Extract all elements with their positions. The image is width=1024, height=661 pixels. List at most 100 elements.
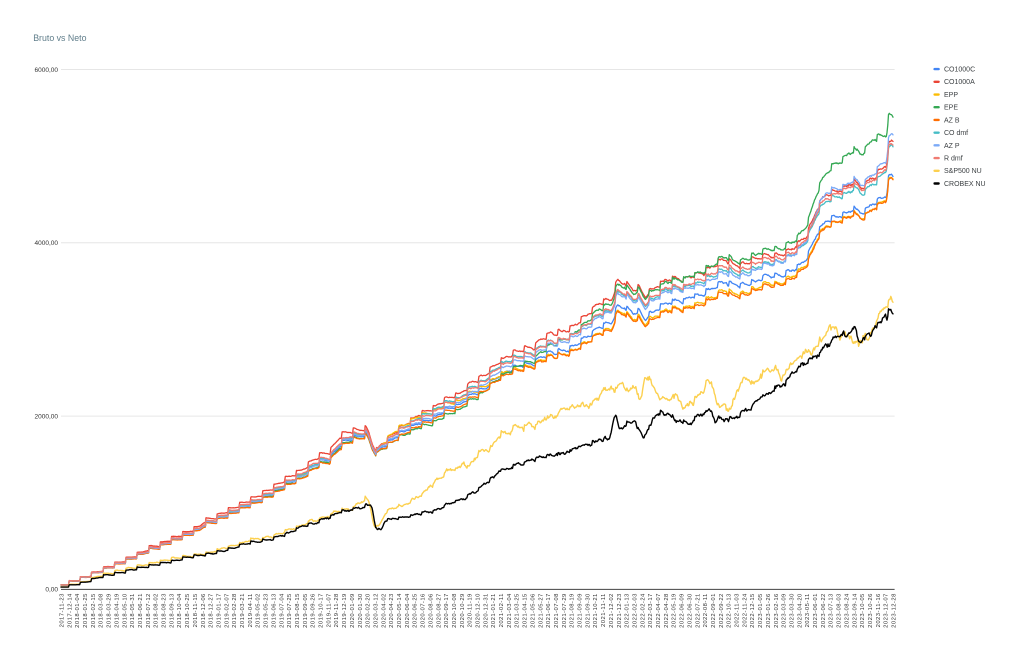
- svg-text:2019-10-17: 2019-10-17: [319, 593, 325, 628]
- svg-text:2023-08-03: 2023-08-03: [837, 593, 843, 628]
- svg-text:2023-10-26: 2023-10-26: [868, 593, 874, 628]
- svg-text:2023-09-14: 2023-09-14: [852, 593, 858, 628]
- svg-text:2018-10-04: 2018-10-04: [177, 593, 183, 628]
- svg-text:2023-01-26: 2023-01-26: [766, 593, 772, 628]
- svg-text:2018-03-29: 2018-03-29: [107, 593, 113, 628]
- svg-text:2019-07-04: 2019-07-04: [279, 593, 285, 628]
- svg-text:CO1000C: CO1000C: [944, 67, 975, 74]
- svg-text:2020-03-12: 2020-03-12: [374, 593, 380, 628]
- svg-text:2022-04-07: 2022-04-07: [656, 593, 662, 628]
- svg-text:2020-04-02: 2020-04-02: [381, 593, 387, 628]
- svg-text:2018-11-15: 2018-11-15: [193, 593, 199, 627]
- svg-text:2020-10-29: 2020-10-29: [460, 593, 466, 628]
- svg-text:2018-03-08: 2018-03-08: [99, 593, 105, 628]
- svg-text:2018-04-19: 2018-04-19: [114, 593, 120, 628]
- svg-text:2018-08-23: 2018-08-23: [162, 593, 168, 628]
- svg-text:2023-07-13: 2023-07-13: [829, 593, 835, 628]
- svg-text:2020-01-09: 2020-01-09: [350, 593, 356, 628]
- svg-text:2023-12-28: 2023-12-28: [892, 593, 898, 628]
- svg-text:2022-11-24: 2022-11-24: [742, 593, 748, 627]
- svg-text:2023-03-30: 2023-03-30: [790, 593, 796, 628]
- svg-text:2023-12-07: 2023-12-07: [884, 593, 890, 628]
- svg-text:2021-09-30: 2021-09-30: [585, 593, 591, 628]
- svg-text:2020-04-23: 2020-04-23: [389, 593, 395, 628]
- svg-text:2023-03-09: 2023-03-09: [782, 593, 788, 628]
- svg-text:CO1000A: CO1000A: [944, 79, 975, 86]
- svg-text:AZ P: AZ P: [944, 143, 960, 150]
- svg-text:2022-10-13: 2022-10-13: [727, 593, 733, 628]
- svg-text:2018-05-31: 2018-05-31: [130, 593, 136, 628]
- svg-text:2021-07-08: 2021-07-08: [554, 593, 560, 628]
- svg-text:2022-11-03: 2022-11-03: [735, 593, 741, 627]
- svg-text:S&P500 NU: S&P500 NU: [944, 168, 982, 175]
- svg-text:2018-12-27: 2018-12-27: [209, 593, 215, 628]
- svg-text:2022-01-13: 2022-01-13: [625, 593, 631, 628]
- svg-text:R dmf: R dmf: [944, 155, 963, 162]
- svg-text:2020-12-10: 2020-12-10: [476, 593, 482, 628]
- svg-text:2023-06-01: 2023-06-01: [813, 593, 819, 628]
- svg-text:2020-10-08: 2020-10-08: [452, 593, 458, 628]
- svg-text:2023-05-11: 2023-05-11: [805, 593, 811, 627]
- svg-text:2019-03-21: 2019-03-21: [240, 593, 246, 628]
- svg-text:2019-02-28: 2019-02-28: [232, 593, 238, 628]
- svg-text:2020-06-25: 2020-06-25: [413, 593, 419, 628]
- svg-text:2022-04-28: 2022-04-28: [664, 593, 670, 628]
- svg-text:2019-11-07: 2019-11-07: [326, 593, 332, 627]
- svg-text:2019-09-26: 2019-09-26: [311, 593, 317, 628]
- svg-text:2020-05-14: 2020-05-14: [397, 593, 403, 628]
- svg-text:2018-02-15: 2018-02-15: [91, 593, 97, 628]
- svg-text:2021-06-17: 2021-06-17: [546, 593, 552, 628]
- svg-text:2023-06-22: 2023-06-22: [821, 593, 827, 628]
- svg-text:2021-05-27: 2021-05-27: [538, 593, 544, 628]
- svg-text:AZ B: AZ B: [944, 117, 960, 124]
- svg-text:2021-05-06: 2021-05-06: [530, 593, 536, 628]
- svg-text:2019-04-11: 2019-04-11: [248, 593, 254, 627]
- svg-text:2023-08-24: 2023-08-24: [844, 593, 850, 628]
- svg-text:2022-03-17: 2022-03-17: [648, 593, 654, 628]
- svg-text:2018-06-21: 2018-06-21: [138, 593, 144, 628]
- svg-text:2019-08-15: 2019-08-15: [295, 593, 301, 628]
- svg-text:2019-05-23: 2019-05-23: [264, 593, 270, 628]
- svg-text:2022-08-11: 2022-08-11: [703, 593, 709, 627]
- svg-text:2020-11-19: 2020-11-19: [468, 593, 474, 627]
- svg-text:2019-11-28: 2019-11-28: [334, 593, 340, 627]
- svg-text:2000,00: 2000,00: [35, 413, 59, 420]
- svg-text:2019-05-02: 2019-05-02: [256, 593, 262, 628]
- svg-text:2023-02-16: 2023-02-16: [774, 593, 780, 628]
- svg-text:2019-12-19: 2019-12-19: [342, 593, 348, 628]
- svg-text:2021-03-04: 2021-03-04: [507, 593, 513, 628]
- svg-text:2018-08-02: 2018-08-02: [154, 593, 160, 628]
- svg-text:2021-04-15: 2021-04-15: [523, 593, 529, 628]
- svg-text:2018-09-13: 2018-09-13: [169, 593, 175, 628]
- svg-text:2019-01-17: 2019-01-17: [217, 593, 223, 628]
- svg-text:2018-01-04: 2018-01-04: [75, 593, 81, 628]
- svg-text:2020-07-16: 2020-07-16: [421, 593, 427, 628]
- svg-text:2018-12-06: 2018-12-06: [201, 593, 207, 628]
- svg-text:2022-02-24: 2022-02-24: [640, 593, 646, 628]
- svg-text:2021-09-09: 2021-09-09: [578, 593, 584, 628]
- svg-text:2018-07-12: 2018-07-12: [146, 593, 152, 628]
- svg-text:2021-10-21: 2021-10-21: [593, 593, 599, 628]
- svg-text:2021-03-25: 2021-03-25: [515, 593, 521, 628]
- svg-text:2019-07-25: 2019-07-25: [287, 593, 293, 628]
- svg-text:2017-11-23: 2017-11-23: [60, 593, 66, 627]
- svg-text:CO dmf: CO dmf: [944, 130, 968, 137]
- svg-text:2022-07-21: 2022-07-21: [695, 593, 701, 628]
- svg-text:2021-11-11: 2021-11-11: [601, 593, 607, 627]
- svg-text:2022-06-30: 2022-06-30: [687, 593, 693, 628]
- svg-text:2022-05-19: 2022-05-19: [672, 593, 678, 628]
- svg-text:2018-01-25: 2018-01-25: [83, 593, 89, 628]
- svg-text:0,00: 0,00: [45, 587, 58, 594]
- svg-text:2023-11-16: 2023-11-16: [876, 593, 882, 627]
- svg-text:6000,00: 6000,00: [35, 67, 59, 74]
- svg-text:2020-09-17: 2020-09-17: [444, 593, 450, 628]
- svg-text:2021-12-02: 2021-12-02: [609, 593, 615, 628]
- svg-text:2017-12-14: 2017-12-14: [67, 593, 73, 628]
- svg-text:Bruto vs Neto: Bruto vs Neto: [33, 33, 86, 43]
- svg-text:2020-08-27: 2020-08-27: [436, 593, 442, 628]
- svg-text:2021-08-19: 2021-08-19: [570, 593, 576, 628]
- svg-text:2019-09-05: 2019-09-05: [303, 593, 309, 628]
- svg-text:2023-04-20: 2023-04-20: [797, 593, 803, 628]
- svg-text:2018-10-25: 2018-10-25: [185, 593, 191, 628]
- svg-text:EPE: EPE: [944, 105, 958, 112]
